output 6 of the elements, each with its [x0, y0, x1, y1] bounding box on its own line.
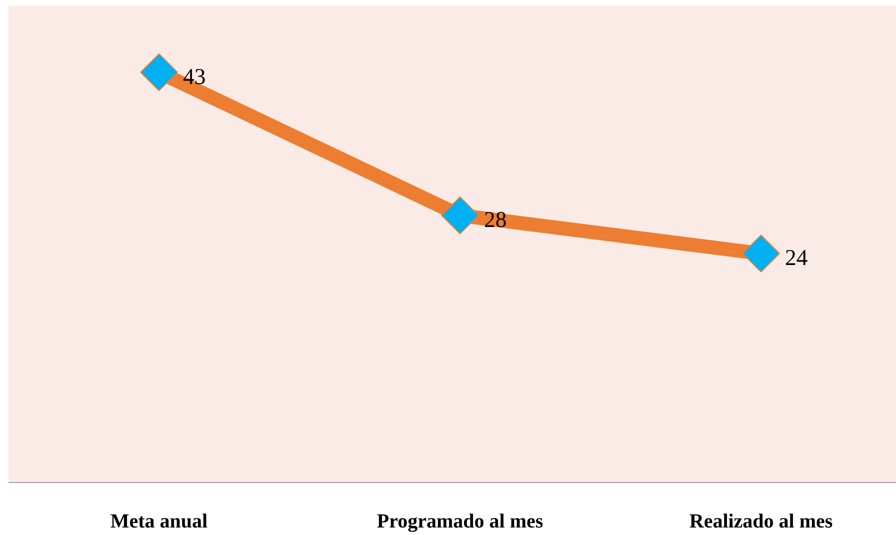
data-label: 24: [785, 245, 808, 270]
x-tick-label: Realizado al mes: [689, 510, 833, 532]
data-label: 43: [183, 64, 206, 89]
x-tick-label: Programado al mes: [376, 510, 544, 532]
x-tick-label: Meta anual: [110, 510, 208, 532]
data-label: 28: [484, 206, 507, 232]
